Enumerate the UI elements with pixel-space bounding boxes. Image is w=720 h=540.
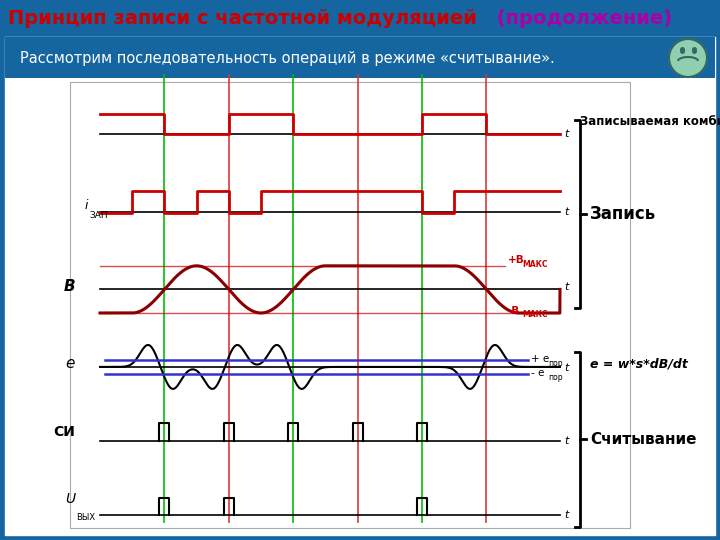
Text: (продолжение): (продолжение): [490, 9, 672, 28]
Text: Запись: Запись: [590, 205, 656, 223]
Text: +B: +B: [508, 255, 525, 265]
FancyBboxPatch shape: [70, 82, 630, 528]
Text: -B: -B: [508, 306, 520, 316]
Text: СИ: СИ: [53, 425, 75, 439]
Text: e = w*s*dB/dt: e = w*s*dB/dt: [590, 357, 688, 370]
Text: + e: + e: [531, 354, 549, 364]
Text: ВЫХ: ВЫХ: [76, 513, 95, 522]
FancyBboxPatch shape: [5, 37, 715, 535]
Text: Рассмотрим последовательность операций в режиме «считывание».: Рассмотрим последовательность операций в…: [20, 51, 554, 65]
Text: t: t: [564, 207, 568, 217]
Circle shape: [669, 39, 707, 77]
Text: МАКС: МАКС: [522, 310, 547, 320]
Text: пор: пор: [548, 374, 562, 382]
Text: e: e: [66, 356, 75, 372]
Text: Считывание: Считывание: [590, 432, 696, 447]
FancyBboxPatch shape: [5, 37, 715, 78]
Text: t: t: [564, 130, 568, 139]
Text: t: t: [564, 436, 568, 446]
Text: i: i: [84, 199, 88, 212]
Text: t: t: [564, 282, 568, 292]
Text: B: B: [63, 279, 75, 294]
Text: ЗАП: ЗАП: [89, 211, 107, 220]
FancyBboxPatch shape: [0, 0, 720, 35]
Text: Принцип записи с частотной модуляцией: Принцип записи с частотной модуляцией: [8, 9, 477, 28]
Text: t: t: [564, 363, 568, 373]
Text: - e: - e: [531, 368, 544, 378]
Text: t: t: [564, 510, 568, 520]
Text: МАКС: МАКС: [522, 260, 547, 269]
Text: U: U: [65, 492, 75, 506]
Text: пор: пор: [548, 360, 562, 368]
Text: Записываемая комбинация: Записываемая комбинация: [580, 116, 720, 129]
